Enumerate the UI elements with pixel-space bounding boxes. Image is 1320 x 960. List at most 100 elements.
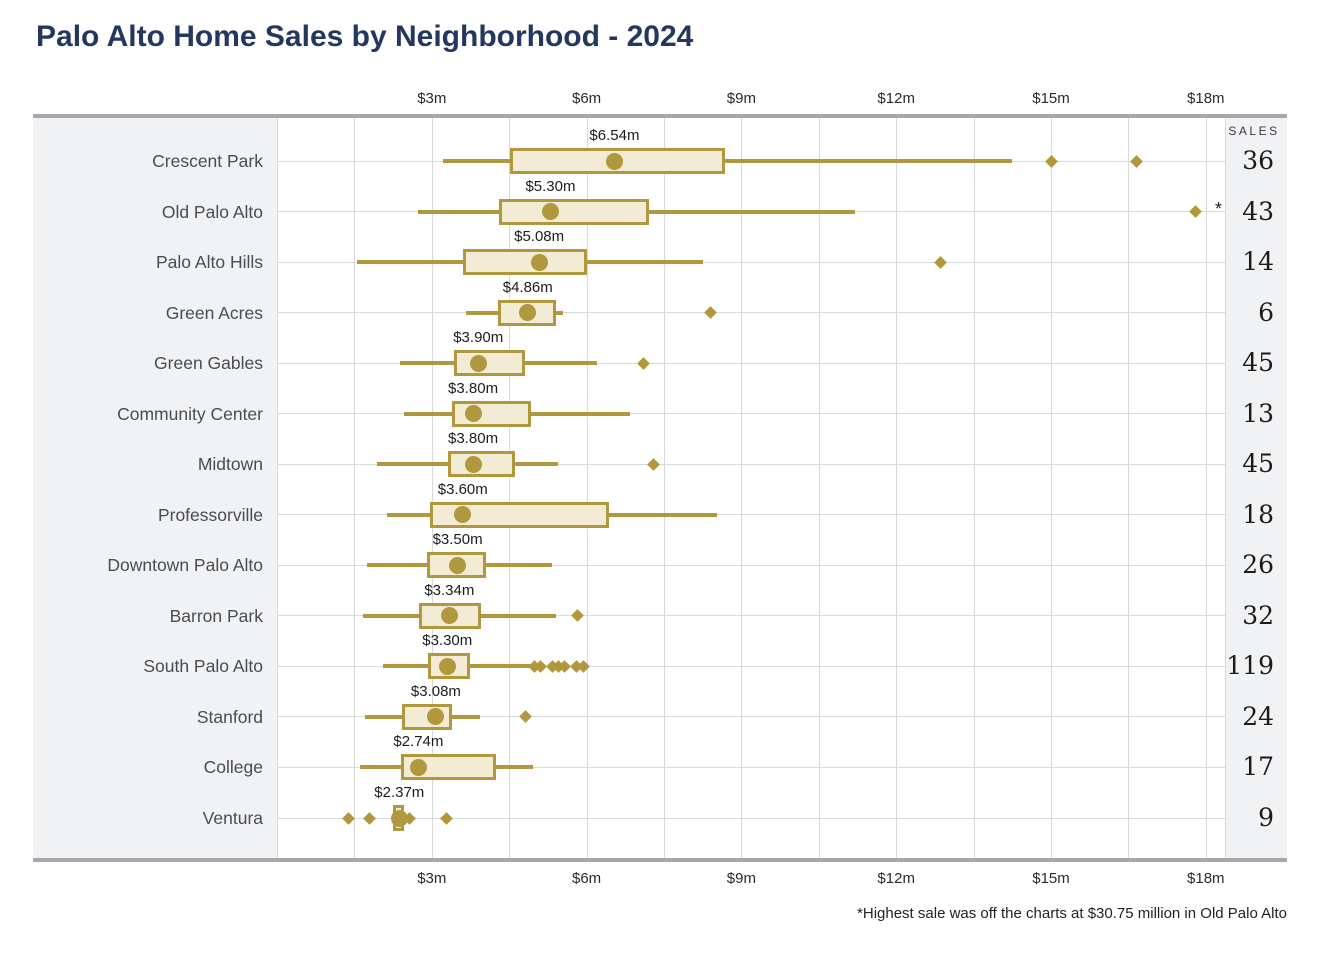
row-gridline: [277, 312, 1225, 314]
sales-count: 13: [1242, 398, 1274, 428]
median-value-label: $4.86m: [502, 278, 553, 296]
sales-count: 43: [1242, 196, 1274, 226]
median-dot: [454, 506, 472, 524]
row-gridline: [277, 716, 1225, 718]
chart-title: Palo Alto Home Sales by Neighborhood - 2…: [36, 20, 694, 53]
neighborhood-label: Community Center: [117, 403, 263, 424]
x-tick-label-bottom: $15m: [1032, 870, 1070, 887]
row-gridline: [277, 463, 1225, 465]
chart-frame-top: [33, 114, 1287, 118]
row-gridline: [277, 564, 1225, 566]
neighborhood-label: South Palo Alto: [143, 656, 263, 677]
median-value-label: $3.80m: [448, 430, 499, 448]
x-tick-label-bottom: $9m: [726, 870, 756, 887]
row-gridline: [277, 766, 1225, 768]
vertical-gridline: [586, 118, 588, 858]
median-dot: [440, 607, 458, 625]
median-dot: [438, 657, 456, 675]
outlier-diamond: [704, 306, 717, 319]
vertical-gridline: [973, 118, 975, 858]
row-gridline: [277, 514, 1225, 516]
vertical-gridline: [1051, 118, 1052, 858]
median-value-label: $3.30m: [422, 632, 473, 650]
median-dot: [464, 455, 482, 473]
row-gridline: [277, 665, 1225, 667]
median-dot: [541, 203, 559, 221]
x-axis-top: $3m $6m $9m $12m $15m $18m: [33, 90, 1287, 110]
median-value-label: $5.08m: [514, 228, 565, 246]
row-gridline: [277, 362, 1225, 364]
outlier-diamond: [1129, 154, 1143, 168]
boxplot-chart: $3m $6m $9m $12m $15m $18m SALES $6.54m * $5.30…: [33, 90, 1287, 922]
vertical-gridline: [431, 118, 433, 858]
neighborhood-label: Midtown: [197, 454, 263, 475]
outlier-diamond: [570, 609, 584, 623]
sales-count: 17: [1242, 752, 1274, 782]
row-gridline: [277, 817, 1225, 819]
neighborhood-label: Crescent Park: [152, 151, 263, 171]
neighborhood-label: Stanford: [196, 706, 263, 727]
median-dot: [409, 758, 427, 776]
vertical-gridline: [664, 118, 665, 858]
median-value-label: $3.08m: [410, 682, 461, 700]
median-dot: [469, 354, 487, 372]
sales-count: 9: [1258, 803, 1274, 833]
sales-count: 14: [1242, 247, 1274, 277]
neighborhood-label-band: [33, 118, 277, 858]
neighborhood-label: Green Acres: [165, 302, 263, 323]
median-dot: [464, 405, 482, 423]
x-tick-label-bottom: $3m: [417, 870, 447, 887]
sales-panel: [1225, 118, 1287, 858]
outlier-diamond: [439, 811, 453, 825]
vertical-gridline: [1128, 118, 1130, 858]
footnote: *Highest sale was off the charts at $30.…: [857, 905, 1287, 922]
row-gridline: [277, 261, 1225, 263]
neighborhood-label: College: [203, 757, 263, 778]
x-tick-label-bottom: $18m: [1187, 870, 1225, 887]
outlier-diamond: [636, 356, 650, 370]
median-dot: [519, 304, 537, 322]
iqr-box: [462, 249, 587, 276]
median-dot: [390, 809, 408, 827]
x-tick-label-top: $6m: [572, 90, 602, 107]
sales-count: 45: [1242, 449, 1274, 479]
vertical-gridline: [818, 118, 820, 858]
outlier-diamond: [363, 811, 377, 825]
median-value-label: $3.80m: [448, 379, 499, 397]
sales-count: 26: [1242, 550, 1274, 580]
chart-frame-bottom: [33, 858, 1287, 862]
row-gridline: [277, 615, 1225, 617]
outlier-diamond: [518, 710, 532, 724]
sales-count: 6: [1258, 297, 1274, 327]
iqr-box: [426, 552, 486, 579]
neighborhood-label: Downtown Palo Alto: [107, 555, 263, 576]
outlier-diamond: [647, 457, 661, 471]
median-value-label: $6.54m: [589, 127, 640, 144]
median-value-label: $3.60m: [437, 480, 488, 498]
outlier-diamond: [1189, 205, 1202, 218]
sales-count: 119: [1226, 651, 1274, 681]
outlier-diamond: [1044, 154, 1058, 168]
neighborhood-label: Professorville: [157, 504, 263, 525]
sales-count: 24: [1242, 701, 1274, 731]
whisker-line: [443, 159, 1013, 163]
sales-count: 32: [1242, 600, 1274, 630]
sales-count: 45: [1242, 348, 1274, 378]
sales-count: 18: [1242, 499, 1274, 529]
median-dot: [427, 708, 445, 726]
median-value-label: $3.90m: [453, 329, 504, 347]
vertical-gridline: [741, 118, 743, 858]
median-value-label: $2.74m: [393, 733, 444, 751]
iqr-box: [498, 198, 649, 225]
median-dot: [449, 556, 467, 574]
neighborhood-label: Ventura: [202, 808, 263, 829]
x-tick-label-top: $9m: [726, 90, 756, 107]
sales-column-header: SALES: [1228, 124, 1280, 138]
median-value-label: $3.50m: [432, 531, 483, 549]
neighborhood-label: Old Palo Alto: [161, 201, 263, 222]
median-dot: [605, 152, 623, 170]
outlier-diamond: [933, 255, 947, 269]
sales-count: 36: [1242, 146, 1274, 175]
vertical-gridline: [277, 118, 278, 858]
